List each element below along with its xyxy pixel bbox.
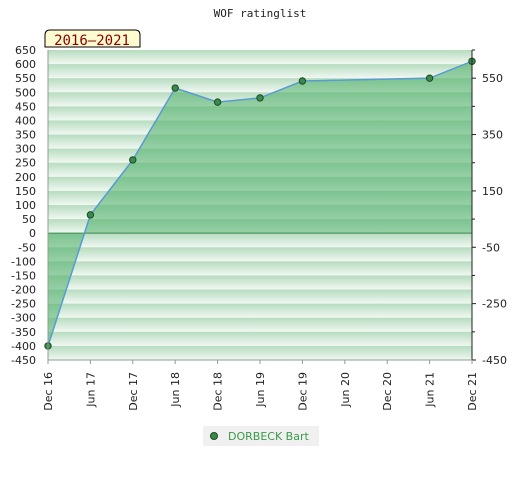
y-axis-left-ticks: 650600550500450400350300250200150100500-… (11, 44, 36, 367)
x-tick-label: Dec 20 (381, 372, 394, 411)
x-tick-label: Dec 16 (42, 372, 55, 411)
x-tick-label: Dec 18 (212, 372, 225, 411)
data-point (213, 98, 222, 106)
plot-band (48, 289, 472, 304)
plot-band (48, 345, 472, 360)
plot-band (48, 247, 472, 262)
x-tick-label: Dec 21 (466, 372, 479, 411)
y-left-tick-label: -300 (11, 312, 36, 325)
period-label: 2016–2021 (54, 33, 130, 49)
series-markers (44, 57, 476, 350)
y-right-tick-label: 550 (482, 72, 503, 85)
data-point (256, 94, 264, 102)
y-left-tick-label: 400 (15, 114, 36, 127)
x-tick-label: Jun 18 (169, 372, 182, 408)
y-left-tick-label: 350 (15, 129, 36, 142)
y-left-tick-label: 500 (15, 86, 36, 99)
y-right-tick-label: 350 (482, 129, 503, 142)
x-tick-label: Jun 19 (254, 372, 267, 408)
y-left-tick-label: 650 (15, 44, 36, 57)
legend-label: DORBECK Bart (228, 430, 309, 443)
y-left-tick-label: -100 (11, 255, 36, 268)
y-left-tick-label: -250 (11, 298, 36, 311)
plot-band (48, 275, 472, 290)
plot-band (48, 50, 472, 65)
x-tick-label: Jun 20 (339, 372, 352, 408)
data-point (425, 74, 434, 82)
y-left-tick-label: -200 (11, 284, 36, 297)
legend: DORBECK Bart (203, 426, 319, 446)
legend-marker (210, 432, 218, 440)
y-left-tick-label: 550 (15, 72, 36, 85)
chart-title: WOF ratinglist (214, 7, 307, 20)
y-right-tick-label: -450 (482, 354, 507, 367)
y-left-tick-label: -400 (11, 340, 36, 353)
x-tick-label: Dec 17 (127, 372, 140, 411)
y-left-tick-label: 300 (15, 143, 36, 156)
y-right-tick-label: -50 (482, 241, 500, 254)
data-point (298, 77, 307, 85)
y-left-tick-label: -50 (18, 241, 36, 254)
plot-band (48, 233, 472, 248)
x-tick-label: Jun 21 (424, 372, 437, 408)
plot-band (48, 64, 472, 79)
period-badge: 2016–2021 (44, 29, 141, 49)
y-left-tick-label: 450 (15, 100, 36, 113)
data-point (129, 156, 137, 164)
data-point (86, 211, 95, 219)
y-left-tick-label: 100 (15, 199, 36, 212)
y-left-tick-label: 200 (15, 171, 36, 184)
y-left-tick-label: 50 (22, 213, 36, 226)
x-tick-label: Dec 19 (296, 372, 309, 411)
y-left-tick-label: 0 (29, 227, 36, 240)
y-left-tick-label: 150 (15, 185, 36, 198)
y-right-tick-label: -250 (482, 298, 507, 311)
y-left-tick-label: -450 (11, 354, 36, 367)
data-point (171, 84, 179, 92)
x-axis-ticks: Dec 16 Jun 17 Dec 17 Jun 18 Dec 18 Jun 19 Dec … (42, 360, 479, 411)
y-left-tick-label: 600 (15, 58, 36, 71)
plot-band (48, 261, 472, 276)
plot-band (48, 317, 472, 332)
plot-band (48, 331, 472, 346)
y-left-tick-label: -150 (11, 269, 36, 282)
y-left-tick-label: -350 (11, 326, 36, 339)
y-axis-right-ticks: 550 350 150 -50 -250 -450 (472, 49, 507, 367)
x-tick-label: Jun 17 (84, 372, 97, 408)
y-right-tick-label: 150 (482, 185, 503, 198)
y-left-tick-label: 250 (15, 157, 36, 170)
plot-band (48, 303, 472, 318)
